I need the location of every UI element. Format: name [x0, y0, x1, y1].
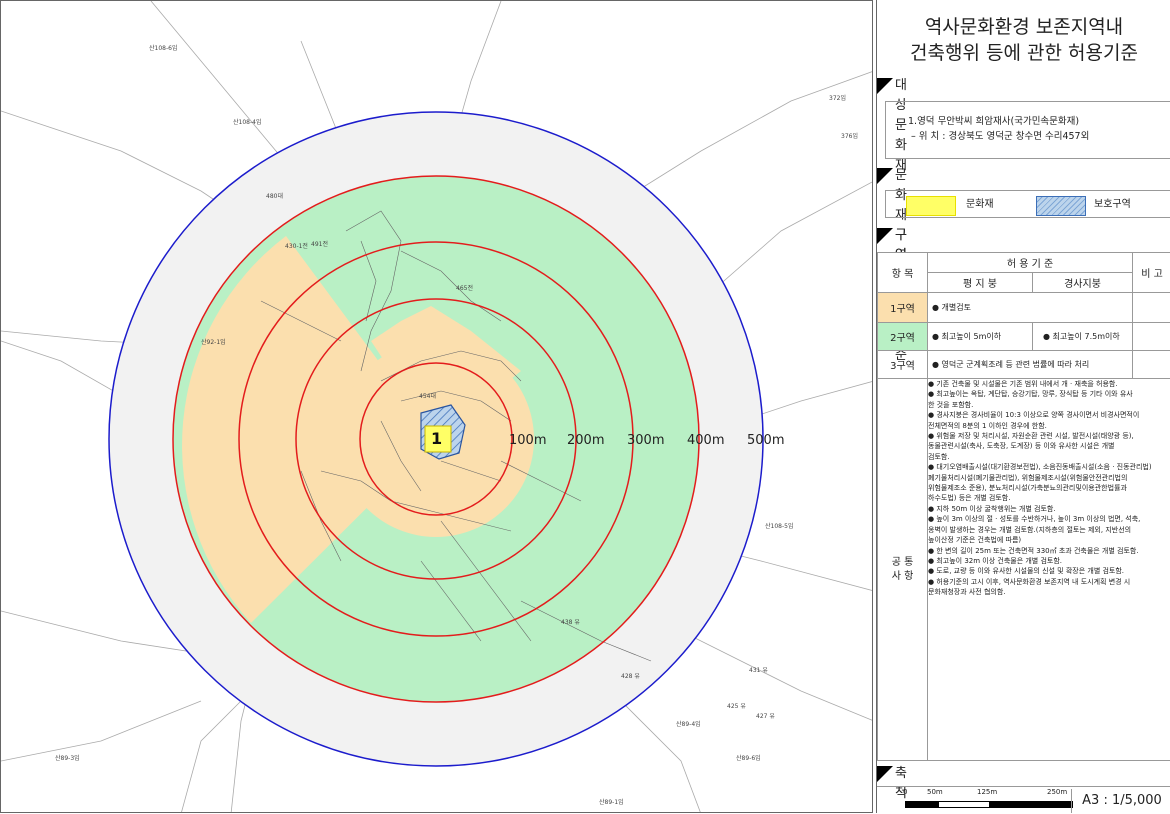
slope-roof-header: 경사지붕 — [1033, 273, 1133, 293]
heritage-location: – 위 치 : 경상북도 영덕군 창수면 수리457외 — [908, 129, 1170, 144]
common-item: 문화재청장과 사전 협의함. — [928, 587, 1170, 597]
parcel-label: 산108-6임 — [149, 43, 177, 52]
protection-swatch — [1036, 196, 1086, 216]
note-header: 비 고 — [1133, 253, 1170, 293]
zone3-note — [1133, 351, 1170, 379]
common-items: ● 기존 건축물 및 시설물은 기존 범위 내에서 개 · 재축을 허용함. ●… — [928, 379, 1170, 761]
scale-tick: 125m — [977, 788, 997, 796]
common-item: 한 것을 포함함. — [928, 400, 1170, 410]
zone2-note — [1133, 323, 1170, 351]
common-item: 폐기물처리시설(폐기물관리법), 위험물제조시설(위험물안전관리법의 — [928, 473, 1170, 483]
parcel-label: 431 유 — [749, 665, 768, 674]
parcel-label: 산89-6임 — [736, 753, 761, 762]
scale-tick: 0 — [903, 788, 907, 796]
parcel-label: 491전 — [311, 239, 328, 248]
section-marker-icon — [877, 228, 893, 244]
heritage-swatch — [906, 196, 956, 216]
common-item: 위험물제조소 준용), 분뇨처리시설(가축분뇨의관리및이용관한법률과 — [928, 483, 1170, 493]
common-item: 하수도법) 등은 개별 검토함. — [928, 493, 1170, 503]
legend-panel: 역사문화환경 보존지역내 건축행위 등에 관한 허용기준 대상문화재 1.영덕 … — [876, 0, 1170, 813]
parcel-label: 428 유 — [621, 671, 640, 680]
standards-table: 항 목 허 용 기 준 비 고 평 지 붕 경사지붕 1구역 ● 개별검토 2구… — [877, 252, 1170, 761]
common-item: ● 경사지붕은 경사비율이 10:3 이상으로 양쪽 경사이면서 비경사면적이 — [928, 410, 1170, 420]
parcel-label: 438 유 — [561, 617, 580, 626]
common-item: ● 대기오염배출시설(대기환경보전법), 소음진동배출시설(소음 · 진동관리법… — [928, 462, 1170, 472]
common-item: ● 기존 건축물 및 시설물은 기존 범위 내에서 개 · 재축을 허용함. — [928, 379, 1170, 389]
zone1-note — [1133, 293, 1170, 323]
parcel-label: 376임 — [841, 131, 858, 140]
common-item: 전체면적의 8분의 1 이하인 경우에 한함. — [928, 421, 1170, 431]
parcel-label: 산108-5임 — [765, 521, 793, 530]
legend-heritage-label: 문화재 — [966, 196, 994, 214]
zone3-standard: ● 영덕군 군계획조례 등 관련 법률에 따라 처리 — [928, 351, 1133, 379]
parcel-label: 480대 — [266, 191, 283, 200]
flat-roof-header: 평 지 붕 — [928, 273, 1033, 293]
common-item: ● 최고높이는 옥탑, 계단탑, 승강기탑, 망루, 장식탑 등 기타 이와 유… — [928, 389, 1170, 399]
parcel-label: 430-1전 — [285, 241, 308, 250]
parcel-label: 산108-4임 — [233, 117, 261, 126]
heritage-info-box: 1.영덕 무안박씨 희암재사(국가민속문화재) – 위 치 : 경상북도 영덕군… — [885, 101, 1170, 159]
parcel-label: 산89-4임 — [676, 719, 701, 728]
ring-label-200m: 200m — [567, 433, 604, 448]
common-item: ● 위험물 저장 및 처리시설, 자원순환 관련 시설, 발전시설(태양광 등)… — [928, 431, 1170, 441]
ring-label-100m: 100m — [509, 433, 546, 448]
parcel-label: 372임 — [829, 93, 846, 102]
parcel-label: 454대 — [419, 391, 436, 400]
zone2-label: 2구역 — [878, 323, 928, 351]
zone2-slope: ● 최고높이 7.5m이하 — [1033, 323, 1133, 351]
area-legend: 문화재 보호구역 — [885, 190, 1170, 218]
scale-ratio: A3 : 1/5,000 — [1071, 789, 1170, 813]
common-label: 공 통 사 항 — [878, 379, 928, 761]
parcel-label: 465전 — [456, 283, 473, 292]
site-number: 1 — [431, 429, 442, 448]
parcel-label: 425 유 — [727, 701, 746, 710]
ring-label-300m: 300m — [627, 433, 664, 448]
document-title: 역사문화환경 보존지역내 건축행위 등에 관한 허용기준 — [877, 14, 1170, 66]
section-marker-icon — [877, 78, 893, 94]
map-canvas — [1, 1, 873, 813]
standard-header: 허 용 기 준 — [928, 253, 1133, 273]
heritage-name: 1.영덕 무안박씨 희암재사(국가민속문화재) — [908, 114, 1170, 129]
scale-tick: 250m — [1047, 788, 1067, 796]
common-item: 높이산정 기준은 건축법에 따름) — [928, 535, 1170, 545]
ring-label-500m: 500m — [747, 433, 784, 448]
scale-bar — [905, 801, 1073, 808]
common-item: ● 높이 3m 이상의 절 · 성토를 수반하거나, 높이 3m 이상의 법면,… — [928, 514, 1170, 524]
common-item: 검토함. — [928, 452, 1170, 462]
ring-label-400m: 400m — [687, 433, 724, 448]
common-item: 옹벽이 발생하는 경우는 개별 검토함.(지하층의 절토는 제외, 지반선의 — [928, 525, 1170, 535]
scale-box: 0 50m 125m 250m A3 : 1/5,000 — [877, 786, 1170, 814]
legend-protection-label: 보호구역 — [1094, 196, 1131, 214]
zone2-flat: ● 최고높이 5m이하 — [928, 323, 1033, 351]
zone1-label: 1구역 — [878, 293, 928, 323]
parcel-label: 427 유 — [756, 711, 775, 720]
zone3-label: 3구역 — [878, 351, 928, 379]
common-item: 동물관련시설(축사, 도축장, 도계장) 등 이와 유사한 시설은 개별 — [928, 441, 1170, 451]
title-line-2: 건축행위 등에 관한 허용기준 — [877, 40, 1170, 66]
common-item: ● 한 변의 길이 25m 또는 건축면적 330㎡ 초과 건축물은 개별 검토… — [928, 546, 1170, 556]
map-area[interactable]: 1 100m 200m 300m 400m 500m 산108-6임 산108-… — [0, 0, 873, 813]
parcel-label: 산92-1임 — [201, 337, 226, 346]
common-item: ● 지하 50m 이상 굴착행위는 개별 검토함. — [928, 504, 1170, 514]
section-marker-icon — [877, 168, 893, 184]
common-item: ● 도로, 교량 등 이와 유사한 시설물의 신설 및 확장은 개별 검토함. — [928, 566, 1170, 576]
item-header: 항 목 — [878, 253, 928, 293]
section-marker-icon — [877, 766, 893, 782]
zone1-standard: ● 개별검토 — [928, 293, 1133, 323]
common-item: ● 최고높이 32m 이상 건축물은 개별 검토함. — [928, 556, 1170, 566]
common-item: ● 허용기준의 고시 이후, 역사문화환경 보존지역 내 도시계획 변경 시 — [928, 577, 1170, 587]
parcel-label: 산89-3임 — [55, 753, 80, 762]
title-line-1: 역사문화환경 보존지역내 — [877, 14, 1170, 40]
scale-tick: 50m — [927, 788, 943, 796]
parcel-label: 산89-1임 — [599, 797, 624, 806]
